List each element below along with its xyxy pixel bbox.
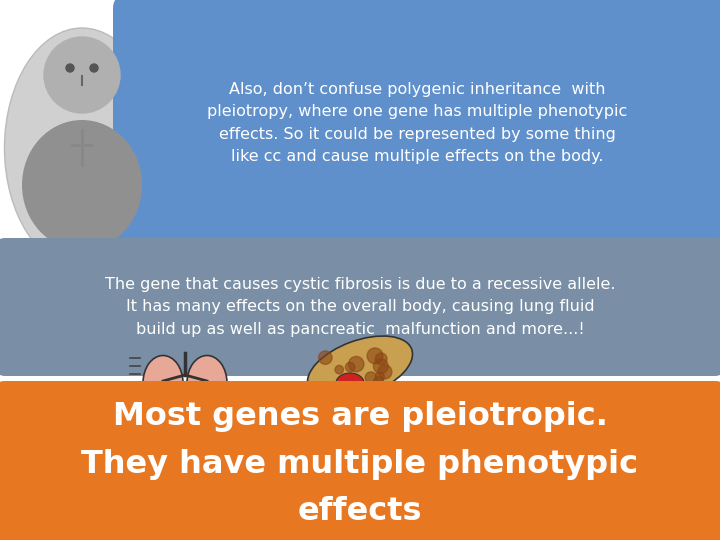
Circle shape <box>375 372 384 381</box>
Ellipse shape <box>22 120 142 250</box>
Circle shape <box>374 359 388 374</box>
Circle shape <box>378 365 392 379</box>
Ellipse shape <box>4 28 160 268</box>
Ellipse shape <box>307 336 413 400</box>
Text: Also, don’t confuse polygenic inheritance  with
pleiotropy, where one gene has m: Also, don’t confuse polygenic inheritanc… <box>207 82 628 164</box>
Circle shape <box>373 377 384 387</box>
Circle shape <box>335 366 343 374</box>
Text: Most genes are pleiotropic.
They have multiple phenotypic
effects: Most genes are pleiotropic. They have mu… <box>81 401 639 527</box>
Circle shape <box>318 351 332 364</box>
FancyBboxPatch shape <box>0 381 720 540</box>
Circle shape <box>367 348 383 364</box>
Circle shape <box>365 372 377 383</box>
Text: The gene that causes cystic fibrosis is due to a recessive allele.
It has many e: The gene that causes cystic fibrosis is … <box>104 278 616 337</box>
Circle shape <box>375 353 387 365</box>
Circle shape <box>346 362 355 372</box>
Ellipse shape <box>143 355 183 410</box>
FancyBboxPatch shape <box>0 238 720 376</box>
Circle shape <box>44 37 120 113</box>
Ellipse shape <box>336 373 364 393</box>
Circle shape <box>341 375 356 390</box>
Polygon shape <box>60 175 165 240</box>
Circle shape <box>66 64 74 72</box>
FancyBboxPatch shape <box>113 0 720 250</box>
Circle shape <box>90 64 98 72</box>
Ellipse shape <box>187 355 227 410</box>
Circle shape <box>348 356 364 372</box>
